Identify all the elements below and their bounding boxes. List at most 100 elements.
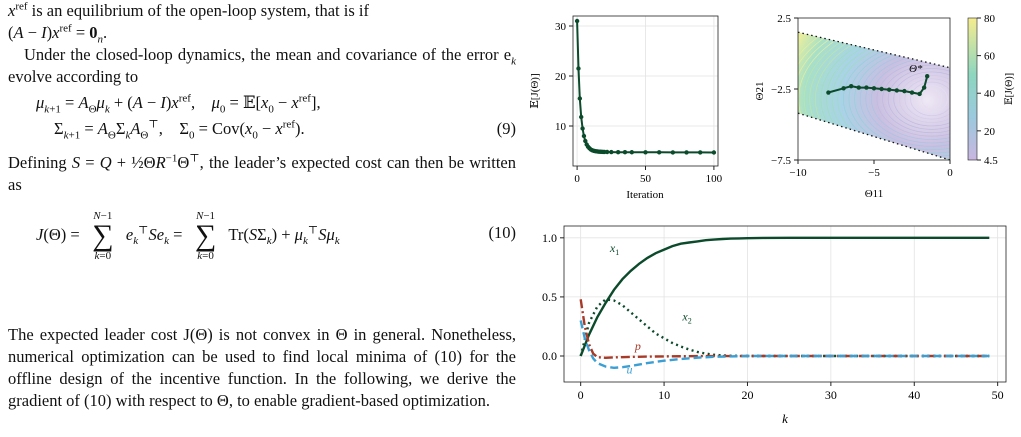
- path-point: [849, 83, 854, 89]
- para2-text-b: evolve according to: [8, 67, 139, 86]
- y-tick-label: −2.5: [771, 84, 791, 96]
- data-point: [656, 150, 662, 155]
- contour-level: [815, 32, 950, 161]
- contour-level: [904, 78, 950, 120]
- para2-text: Under the closed-loop dynamics, the mean…: [24, 45, 512, 64]
- cost-iteration-chart: 0 50 100 10 20 30 Iteration 𝔼[J(Θ)]: [529, 15, 723, 201]
- colorbar-tick-label: 60: [984, 51, 996, 63]
- equation-number-10: (10): [488, 223, 517, 242]
- contour-level: [921, 88, 943, 110]
- path-point: [864, 85, 869, 90]
- data-point: [576, 66, 581, 71]
- y-tick-label: 0.0: [542, 349, 557, 363]
- path-point: [894, 88, 899, 93]
- contour-level: [910, 81, 950, 117]
- data-point: [579, 114, 584, 120]
- series-label-u: u: [627, 363, 633, 377]
- contour-level: [893, 71, 950, 127]
- contour-level: [887, 68, 950, 130]
- x-tick-label: −5: [868, 167, 880, 179]
- data-point: [604, 149, 610, 155]
- data-point: [615, 149, 621, 155]
- line1-text: is an equilibrium of the open-loop syste…: [31, 1, 369, 20]
- x-tick-label: 0: [574, 173, 580, 185]
- contour-level: [809, 32, 950, 161]
- x-tick-label: 50: [640, 173, 652, 185]
- path-point: [909, 90, 915, 95]
- y-axis-label: 𝔼[J(Θ)]: [529, 73, 541, 108]
- x-tick-label: 0: [578, 388, 584, 402]
- y-tick-label: 2.5: [777, 13, 791, 25]
- colorbar-tick-label: 40: [984, 88, 996, 100]
- colorbar: [967, 17, 978, 161]
- data-point: [574, 18, 580, 24]
- y-tick-label: 30: [555, 21, 567, 33]
- path-point: [879, 86, 884, 92]
- x-tick-label: 50: [992, 388, 1004, 402]
- y-tick-label: 10: [555, 121, 567, 133]
- x-tick-label: 10: [658, 388, 670, 402]
- x-axis-label: Θ11: [865, 188, 884, 200]
- plot-frame: [563, 225, 1007, 383]
- paragraph-closed-loop: Under the closed-loop dynamics, the mean…: [8, 45, 516, 86]
- paragraph-equilibrium: xref is an equilibrium of the open-loop …: [8, 0, 369, 46]
- path-point: [887, 87, 892, 92]
- data-point: [670, 150, 676, 155]
- path-point: [925, 74, 930, 79]
- data-point: [629, 150, 635, 155]
- series-line-x2: [579, 298, 990, 358]
- path-point: [921, 85, 927, 90]
- para-last-text: The expected leader cost J(Θ) is not con…: [8, 325, 516, 410]
- data-point: [609, 149, 614, 155]
- contour-level: [826, 32, 950, 161]
- data-point: [698, 150, 703, 155]
- data-point: [580, 126, 585, 131]
- series-line-p: [579, 299, 990, 360]
- colorbar-tick-label: 80: [984, 13, 996, 25]
- colorbar-label: 𝔼[J(Θ)]: [1004, 73, 1015, 105]
- defining-text-b: , the leader’s expected cost can then be…: [8, 153, 517, 194]
- contour-level: [899, 74, 950, 123]
- path-point: [826, 90, 831, 95]
- contour-level: [882, 64, 950, 134]
- trajectory-chart: 0 10 20 30 40 50 0.0 0.5 1.0 x1 x2 pu k: [542, 225, 1007, 426]
- y-tick-label: −7.5: [771, 155, 791, 167]
- data-point: [581, 133, 587, 139]
- data-point: [711, 150, 717, 155]
- y-tick-label: 20: [555, 71, 567, 83]
- path-point: [871, 86, 877, 91]
- path-point: [856, 85, 861, 90]
- x-tick-label: 20: [741, 388, 753, 402]
- defining-text-a: Defining: [8, 153, 67, 172]
- data-point: [643, 150, 648, 155]
- series-line-u: [579, 320, 990, 370]
- series-label-x1: x1: [609, 241, 619, 257]
- colorbar-tick-label: 20: [984, 126, 996, 138]
- contour-level: [915, 85, 948, 113]
- series-line-x1: [579, 236, 990, 357]
- path-point: [917, 91, 922, 97]
- data-point: [577, 96, 583, 101]
- equation-expected-cost: J(Θ) = N−1 ∑ k=0 ek⊤Sek = N−1 ∑ k=0 Tr(SΣk) …: [36, 210, 517, 262]
- paragraph-defining: Defining S = Q + ½ΘR−1Θ⊤, the leader’s e…: [8, 152, 517, 194]
- paragraph-nonconvex: The expected leader cost J(Θ) is not con…: [8, 324, 516, 412]
- path-point: [902, 88, 907, 94]
- y-tick-label: 1.0: [542, 231, 557, 245]
- contour-level: [820, 32, 950, 161]
- data-point: [684, 150, 689, 155]
- contour-chart: −10 −5 0 2.5 −2.5 −7.5 Θ* Θ11 Θ21 80 60 40 20 4.5…: [754, 13, 1015, 200]
- path-point: [841, 86, 846, 91]
- series-label-x2: x2: [681, 310, 691, 326]
- y-tick-label: 0.5: [542, 290, 557, 304]
- optimum-label: Θ*: [909, 63, 923, 75]
- contour-level: [803, 32, 950, 161]
- equation-mean: μk+1 = AΘμk + (A − I)xref, μ0 = 𝔼[x0 − x…: [36, 92, 321, 116]
- x-axis-label: k: [782, 411, 788, 426]
- x-axis-label: Iteration: [626, 189, 664, 201]
- colorbar-tick-label: 4.5: [984, 155, 998, 167]
- series-label-p: p: [634, 339, 641, 353]
- y-axis-label: Θ21: [754, 82, 766, 101]
- equation-covariance: Σk+1 = AΘΣkAΘ⊤, Σ0 = Cov(x0 − xref). (9): [54, 118, 516, 142]
- x-tick-label: 40: [908, 388, 920, 402]
- x-tick-label: 30: [825, 388, 837, 402]
